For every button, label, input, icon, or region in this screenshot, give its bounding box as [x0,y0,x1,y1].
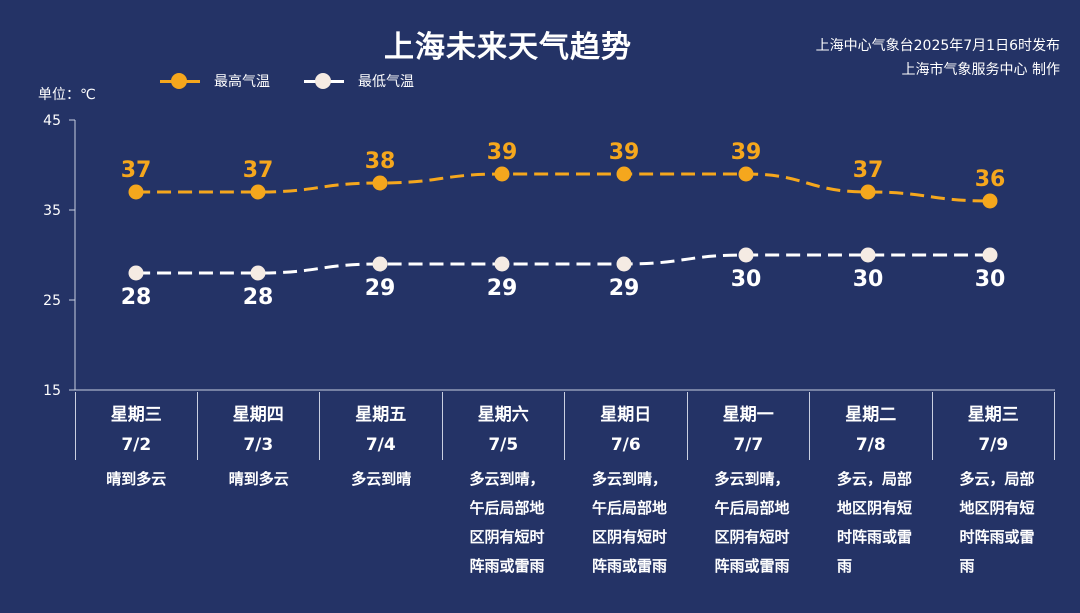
day-date: 7/9 [978,435,1009,455]
day-date: 7/3 [243,435,274,455]
day-weather-text: 晴到多云 [228,470,289,488]
day-weekday: 星期一 [722,405,774,425]
legend-label-low: 最低气温 [358,74,414,90]
legend-item-high: 最高气温 [160,71,270,91]
data-point-low [982,247,998,263]
day-weekday: 星期三 [110,405,162,425]
issuer-line-2: 上海市气象服务中心 制作 [901,62,1060,78]
day-date: 7/7 [733,435,764,455]
data-point-low [738,247,754,263]
data-label-high: 36 [975,167,1006,192]
day-cell: 星期一 7/7 [688,392,810,460]
data-point-low [494,256,510,272]
day-weather-text: 多云，局部地区阴有短时阵雨或雷雨 [959,470,1035,575]
data-label-high: 37 [243,158,274,183]
issuer-line-1: 上海中心气象台2025年7月1日6时发布 [815,38,1060,54]
data-label-low: 30 [731,267,762,292]
data-label-low: 30 [975,267,1006,292]
legend-item-low: 最低气温 [304,71,414,91]
unit-label: 单位：℃ [38,87,96,103]
series-line-low [136,253,990,275]
data-label-low: 29 [487,276,518,301]
data-point-high [982,193,998,209]
issuer-info: 上海中心气象台2025年7月1日6时发布 上海市气象服务中心 制作 [816,34,1060,82]
day-cell: 星期二 7/8 [810,392,933,460]
day-weather-text: 多云，局部地区阴有短时阵雨或雷雨 [837,470,913,575]
day-weather-text: 晴到多云 [106,470,167,488]
day-weekday: 星期四 [232,405,284,425]
day-date: 7/8 [855,435,886,455]
day-date: 7/5 [488,435,519,455]
data-point-high [250,184,266,200]
day-weather-text: 多云到晴，午后局部地区阴有短时阵雨或雷雨 [714,470,790,575]
y-tick-label: 15 [43,383,61,399]
day-header-row: 星期三 7/2 星期四 7/3 星期五 7/4 星期六 7/5 星期日 7/6 星期一 7/7 星期二 7… [75,392,1055,460]
data-point-high [860,184,876,200]
chart-title: 上海未来天气趋势 [384,30,632,65]
data-label-high: 37 [853,158,884,183]
data-label-high: 37 [121,158,152,183]
day-date: 7/4 [365,435,396,455]
data-label-low: 30 [853,267,884,292]
y-tick-label: 25 [43,293,61,309]
day-cell: 星期三 7/9 [933,392,1055,460]
y-tick-label: 45 [43,113,61,129]
data-label-low: 28 [243,285,274,310]
day-cell: 星期四 7/3 [198,392,320,460]
day-weather-text: 多云到晴，午后局部地区阴有短时阵雨或雷雨 [592,470,668,575]
data-label-low: 29 [609,276,640,301]
y-tick-label: 35 [43,203,61,219]
day-weekday: 星期六 [477,405,529,425]
day-weekday: 星期二 [845,405,897,425]
data-point-low [860,247,876,263]
day-weekday: 星期五 [355,405,407,425]
day-date: 7/6 [610,435,641,455]
data-point-high [616,166,632,182]
data-point-high [738,166,754,182]
data-label-high: 38 [365,149,396,174]
day-weather-text: 多云到晴，午后局部地区阴有短时阵雨或雷雨 [469,470,545,575]
day-cell: 星期日 7/6 [565,392,688,460]
data-label-high: 39 [487,140,518,165]
day-weather-text: 多云到晴 [351,470,412,488]
data-label-low: 28 [121,285,152,310]
day-cell: 星期六 7/5 [443,392,565,460]
legend: 最高气温 最低气温 [160,70,448,92]
data-label-low: 29 [365,276,396,301]
series-line-high [135,172,991,203]
data-point-high [128,184,144,200]
data-point-high [494,166,510,182]
data-point-high [372,175,388,191]
data-point-low [128,265,144,281]
day-date: 7/2 [121,435,152,455]
data-point-low [372,256,388,272]
data-point-low [616,256,632,272]
weather-description-row: 晴到多云 晴到多云 多云到晴 多云到晴，午后局部地区阴有短时阵雨或雷雨 多云到晴，午后局… [75,465,1055,581]
legend-label-high: 最高气温 [214,74,270,90]
day-cell: 星期三 7/2 [75,392,198,460]
data-point-low [250,265,266,281]
data-label-high: 39 [609,140,640,165]
day-weekday: 星期日 [600,405,652,425]
day-weekday: 星期三 [967,405,1019,425]
legend-swatch-high [160,71,200,91]
legend-swatch-low [304,71,344,91]
day-cell: 星期五 7/4 [320,392,443,460]
data-label-high: 39 [731,140,762,165]
